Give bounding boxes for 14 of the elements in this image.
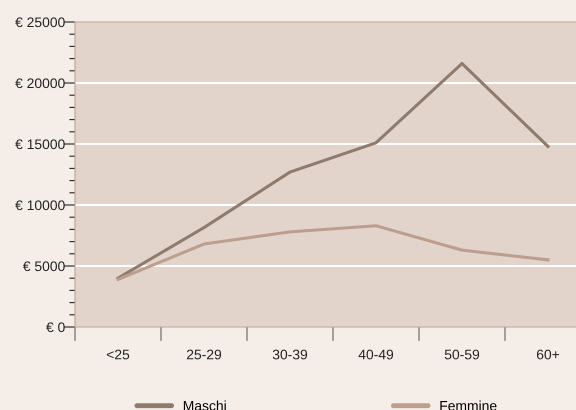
x-tick-label: 25-29 (186, 350, 222, 360)
line-series (116, 224, 550, 281)
y-tick-label: € 10000 (15, 200, 65, 210)
x-tick-label: <25 (106, 350, 130, 360)
y-tick-label: € 0 (46, 322, 65, 332)
x-tick-label: 50-59 (444, 350, 480, 360)
x-tick-label: 30-39 (272, 350, 308, 360)
y-tick-label: € 15000 (15, 139, 65, 150)
x-tick-label: 60+ (536, 350, 560, 360)
y-tick-label: € 5000 (22, 261, 65, 272)
y-tick-label: € 25000 (15, 17, 65, 28)
x-tick-label: 40-49 (358, 350, 394, 360)
line-series (116, 62, 550, 280)
y-tick-label: € 20000 (15, 78, 65, 88)
